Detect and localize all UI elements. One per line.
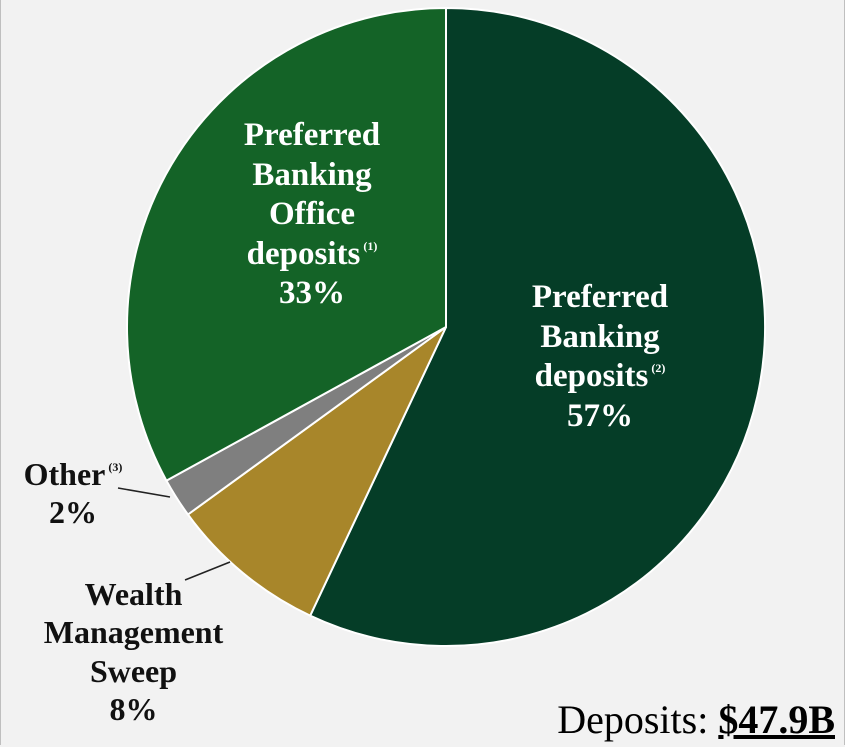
label-line: Preferred [243, 117, 381, 153]
label-line: Office [268, 196, 356, 233]
label-line: deposits [246, 235, 361, 272]
pie-slice-pb [308, 6, 766, 647]
pie-slice-wm [186, 326, 447, 617]
percent-label: 57% [567, 397, 633, 434]
label-line: Preferred [531, 279, 669, 315]
label-line: Wealth [84, 576, 183, 612]
label-line: Banking [540, 318, 660, 355]
pie-slice-pbo [126, 6, 447, 483]
total-amount: $47.9B [718, 697, 835, 742]
label-wealth-management-sweep: Wealth Management Sweep 8% [26, 575, 241, 729]
total-deposits: Deposits: $47.9B [557, 696, 835, 743]
label-preferred-banking-office-deposits: Preferred Banking Office deposits (1) 33% [232, 116, 392, 314]
total-label: Deposits: [557, 697, 709, 742]
label-line: Sweep [89, 652, 178, 689]
percent-label: 33% [279, 275, 345, 312]
footnote-marker: (3) [108, 460, 123, 474]
label-line: Banking [252, 156, 372, 193]
footnote-marker: (2) [651, 361, 666, 376]
percent-label: 8% [109, 691, 158, 728]
label-preferred-banking-deposits: Preferred Banking deposits (2) 57% [520, 278, 680, 436]
label-other: Other (3) 2% [18, 455, 128, 532]
label-line: Other [23, 456, 106, 492]
leader-line-wealth-management-sweep [184, 561, 231, 581]
footnote-marker: (1) [363, 238, 378, 253]
label-line: Management [43, 614, 224, 651]
leader-line-other [117, 487, 171, 498]
percent-label: 2% [49, 494, 97, 531]
label-line: deposits [534, 358, 649, 395]
